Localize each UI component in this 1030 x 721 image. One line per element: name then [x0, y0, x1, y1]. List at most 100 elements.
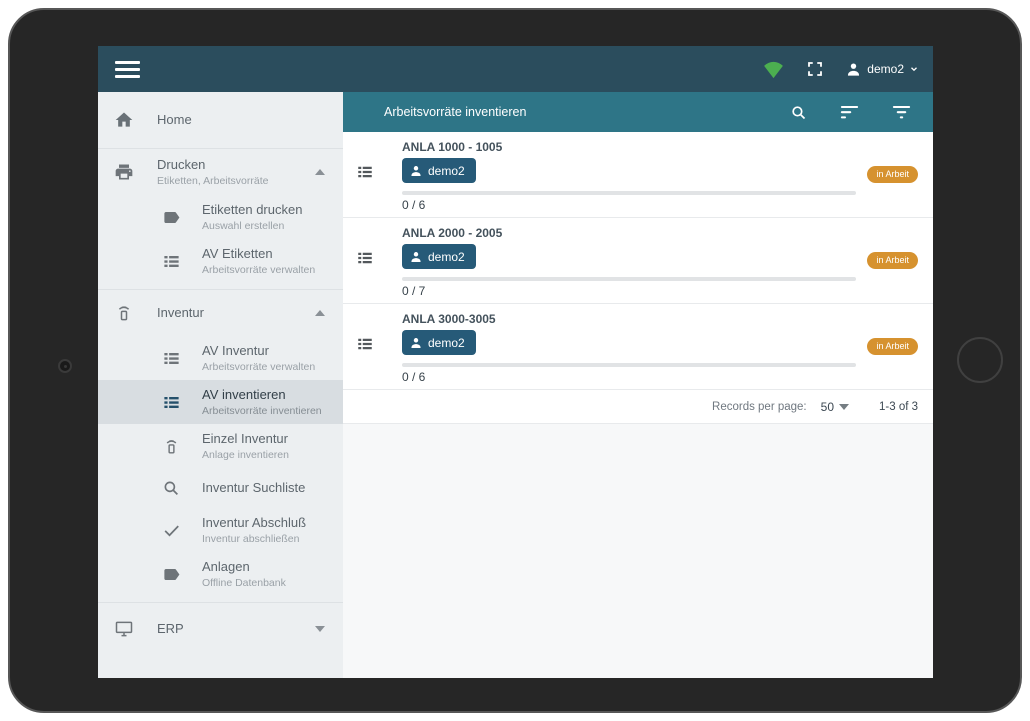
content-toolbar: Arbeitsvorräte inventieren: [343, 92, 933, 132]
list-icon: [98, 349, 202, 368]
assignee-label: demo2: [428, 163, 465, 178]
sidebar-item-einzel-inventur[interactable]: Einzel Inventur Anlage inventieren: [98, 424, 343, 468]
menu-icon[interactable]: [115, 60, 140, 78]
filter-icon[interactable]: [892, 105, 911, 119]
sidebar-nav: Home Drucken Etiketten, Arbeitsvorräte: [98, 92, 343, 678]
sidebar-item-label: AV inventieren: [202, 386, 286, 402]
sidebar-item-label: Inventur Abschluß: [202, 514, 307, 530]
search-icon[interactable]: [790, 104, 807, 121]
printer-icon: [98, 162, 157, 182]
work-list: ANLA 1000 - 1005 demo2: [343, 132, 933, 390]
assignee-chip: demo2: [402, 330, 476, 355]
fullscreen-icon[interactable]: [806, 60, 824, 78]
divider: [98, 289, 343, 290]
work-list-row[interactable]: ANLA 2000 - 2005 demo2: [343, 218, 933, 304]
sidebar-item-av-etiketten[interactable]: AV Etiketten Arbeitsvorräte verwalten: [98, 239, 343, 283]
sidebar-item-subtitle: Inventur abschließen: [202, 532, 300, 545]
sidebar-item-anlagen[interactable]: Anlagen Offline Datenbank: [98, 552, 343, 596]
work-list-row[interactable]: ANLA 1000 - 1005 demo2: [343, 132, 933, 218]
sidebar-item-drucken[interactable]: Drucken Etiketten, Arbeitsvorräte: [98, 149, 343, 195]
sidebar-item-label: Etiketten drucken: [202, 201, 303, 217]
progress-count: 0 / 6: [402, 198, 426, 212]
monitor-icon: [98, 619, 157, 639]
expand-arrow-icon[interactable]: [315, 626, 325, 632]
sidebar-item-label: Drucken: [157, 156, 206, 172]
user-icon: [845, 61, 862, 78]
sidebar-item-label: Inventur: [157, 305, 204, 320]
pagination-bar: Records per page: 50 1-3 of 3: [343, 390, 933, 424]
sidebar-item-av-inventur[interactable]: AV Inventur Arbeitsvorräte verwalten: [98, 336, 343, 380]
sidebar-item-label: ERP: [157, 621, 184, 636]
progress-count: 0 / 6: [402, 370, 426, 384]
sidebar-section-inventur: Inventur AV Inventur: [98, 290, 343, 602]
row-title: ANLA 2000 - 2005: [402, 226, 503, 240]
user-icon: [409, 164, 423, 178]
sidebar-item-av-inventieren[interactable]: AV inventieren Arbeitsvorräte inventiere…: [98, 380, 343, 424]
user-icon: [409, 250, 423, 264]
progress-bar: [402, 363, 856, 367]
sidebar-item-inventur[interactable]: Inventur: [98, 290, 343, 336]
sidebar-item-subtitle: Anlage inventieren: [202, 448, 289, 461]
collapse-arrow-icon[interactable]: [315, 169, 325, 175]
user-icon: [409, 336, 423, 350]
divider: [98, 148, 343, 149]
sidebar-item-etiketten-drucken[interactable]: Etiketten drucken Auswahl erstellen: [98, 195, 343, 239]
home-icon: [98, 110, 157, 130]
sidebar-item-label: Anlagen: [202, 558, 250, 574]
status-badge: in Arbeit: [867, 252, 918, 269]
divider: [98, 602, 343, 603]
assignee-label: demo2: [428, 335, 465, 350]
label-tag-icon: [98, 565, 202, 584]
label-tag-icon: [98, 208, 202, 227]
sidebar-item-label: Home: [157, 112, 192, 127]
list-icon[interactable]: [356, 249, 374, 267]
assignee-label: demo2: [428, 249, 465, 264]
sidebar-item-label: Inventur Suchliste: [202, 480, 306, 495]
sort-icon[interactable]: [840, 105, 859, 119]
home-button[interactable]: [957, 337, 1003, 383]
sidebar-item-inventur-abschluss[interactable]: Inventur Abschluß Inventur abschließen: [98, 508, 343, 552]
records-per-page-label: Records per page:: [712, 400, 807, 413]
sidebar-item-subtitle: Arbeitsvorräte inventieren: [202, 404, 322, 417]
assignee-chip: demo2: [402, 158, 476, 183]
assignee-chip: demo2: [402, 244, 476, 269]
sidebar-section-drucken: Drucken Etiketten, Arbeitsvorräte: [98, 149, 343, 289]
sidebar-item-subtitle: Offline Datenbank: [202, 576, 286, 589]
sidebar-item-subtitle: Auswahl erstellen: [202, 219, 285, 232]
records-per-page-select[interactable]: 50: [820, 399, 834, 414]
page-title: Arbeitsvorräte inventieren: [384, 105, 527, 119]
search-icon: [98, 479, 202, 497]
sidebar-item-label: AV Etiketten: [202, 245, 273, 261]
sidebar-item-label: Einzel Inventur: [202, 430, 288, 446]
row-title: ANLA 1000 - 1005: [402, 140, 503, 154]
user-label: demo2: [867, 62, 904, 76]
rfid-scanner-icon: [98, 303, 157, 323]
work-list-row[interactable]: ANLA 3000-3005 demo2: [343, 304, 933, 390]
wifi-status-icon: [762, 59, 785, 79]
pagination-range: 1-3 of 3: [879, 400, 918, 413]
check-icon: [98, 521, 202, 540]
status-badge: in Arbeit: [867, 338, 918, 355]
content-empty-area: [343, 424, 933, 678]
sidebar-item-subtitle: Etiketten, Arbeitsvorräte: [157, 174, 269, 187]
user-menu[interactable]: demo2: [845, 61, 919, 78]
list-icon[interactable]: [356, 163, 374, 181]
sidebar-item-subtitle: Arbeitsvorräte verwalten: [202, 263, 316, 276]
sidebar-item-erp[interactable]: ERP: [98, 603, 343, 655]
sidebar-item-home[interactable]: Home: [98, 92, 343, 148]
sidebar-item-inventur-suchliste[interactable]: Inventur Suchliste: [98, 468, 343, 508]
status-badge: in Arbeit: [867, 166, 918, 183]
progress-count: 0 / 7: [402, 284, 426, 298]
dropdown-caret-icon[interactable]: [839, 403, 849, 410]
row-title: ANLA 3000-3005: [402, 312, 496, 326]
sidebar-item-label: AV Inventur: [202, 342, 269, 358]
rfid-scanner-icon: [98, 437, 202, 456]
chevron-down-icon: [909, 64, 919, 74]
main-content: Arbeitsvorräte inventieren: [343, 92, 933, 678]
progress-bar: [402, 277, 856, 281]
progress-bar: [402, 191, 856, 195]
list-icon[interactable]: [356, 335, 374, 353]
list-icon: [98, 252, 202, 271]
top-app-bar: demo2: [98, 46, 933, 92]
collapse-arrow-icon[interactable]: [315, 310, 325, 316]
